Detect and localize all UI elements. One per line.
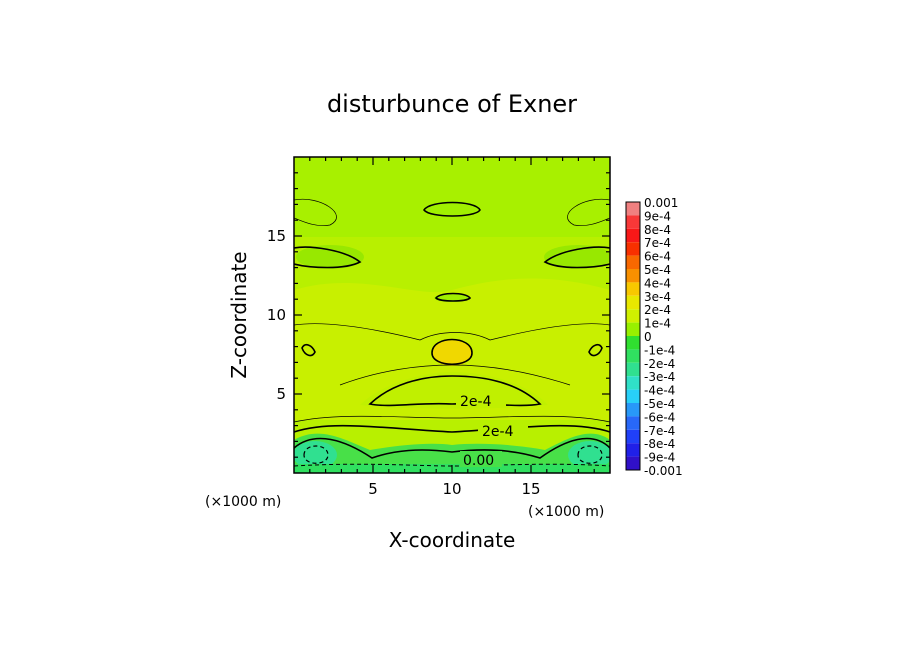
colorbar-label: -8e-4 (644, 437, 675, 451)
contour-label-bg-2 (478, 422, 528, 438)
field-corner-right (568, 441, 610, 469)
contour-label-2: 2e-4 (482, 424, 514, 440)
colorbar-swatch (626, 349, 640, 363)
plot-area: 2e-4 2e-4 0.00 (294, 157, 610, 473)
contour-label-bg-1 (456, 392, 506, 408)
chart-title: disturbunce of Exner (327, 90, 577, 118)
colorbar-swatch (626, 443, 640, 457)
contour-mid-blob (434, 292, 472, 302)
colorbar-frame (625, 201, 641, 471)
colorbar-swatch (626, 416, 640, 430)
colorbar-swatch (626, 336, 640, 350)
field-corner-left (294, 441, 337, 469)
colorbar-swatch (626, 362, 640, 377)
colorbar-swatch (626, 389, 640, 403)
colorbar: 0.0019e-48e-47e-46e-45e-44e-43e-42e-41e-… (625, 196, 683, 478)
contour-small-right (588, 343, 603, 357)
colorbar-swatch (626, 309, 640, 323)
colorbar-label: 0.001 (644, 196, 678, 210)
colorbar-label: 2e-4 (644, 303, 671, 317)
contour-lines (294, 198, 610, 467)
colorbar-swatch (626, 295, 640, 310)
y-tick-label-10: 10 (267, 306, 286, 324)
field-upper-band (294, 157, 610, 237)
contour-thin-2 (567, 198, 610, 226)
x-unit-label: (×1000 m) (528, 504, 604, 520)
colorbar-label: 3e-4 (644, 290, 671, 304)
colorbar-swatch (626, 403, 640, 417)
colorbar-label: -7e-4 (644, 424, 675, 438)
colorbar-label: 8e-4 (644, 223, 671, 237)
y-unit-label: (×1000 m) (205, 494, 281, 510)
field-blob-left (296, 245, 364, 269)
field-blob-top (424, 201, 480, 217)
colorbar-label: -9e-4 (644, 451, 675, 465)
contour-label-1: 2e-4 (460, 394, 492, 410)
contour-thin-4 (339, 364, 571, 386)
colorbar-swatch (626, 456, 640, 470)
colorbar-label: -6e-4 (644, 410, 675, 424)
field-blob-right (544, 245, 610, 269)
colorbar-label: 4e-4 (644, 276, 671, 290)
contour-neg-bottom (294, 463, 610, 467)
colorbar-label: 1e-4 (644, 317, 671, 331)
y-axis-label: Z-coordinate (227, 251, 251, 378)
contour-thin-3 (294, 323, 610, 341)
x-tick-label-5: 5 (368, 480, 378, 498)
contour-right-ridge (543, 246, 610, 269)
contour-label-bg-3 (460, 451, 502, 467)
colorbar-swatch (626, 228, 640, 243)
colorbar-swatch (626, 322, 640, 336)
colorbar-label: -2e-4 (644, 357, 675, 371)
contour-small-left (301, 343, 316, 357)
colorbar-swatch (626, 202, 640, 216)
field-boundary-layer (294, 433, 610, 473)
colorbar-label: 5e-4 (644, 263, 671, 277)
y-tick-label-5: 5 (276, 385, 286, 403)
contour-arch (368, 375, 542, 407)
contour-left-ridge (294, 246, 362, 269)
colorbar-label: -1e-4 (644, 343, 675, 357)
contour-2e4-lower (294, 424, 610, 433)
contour-label-3: 0.00 (463, 453, 494, 469)
contour-top-blob (423, 201, 481, 217)
colorbar-label: 6e-4 (644, 250, 671, 264)
colorbar-label: -4e-4 (644, 384, 675, 398)
colorbar-swatch (626, 255, 640, 269)
contour-zero (294, 437, 610, 459)
colorbar-label: -5e-4 (644, 397, 675, 411)
colorbar-swatch (626, 282, 640, 296)
colorbar-swatch (626, 215, 640, 229)
contour-neg-left (303, 445, 329, 464)
x-tick-label-10: 10 (442, 480, 461, 498)
contour-thin-5 (294, 415, 610, 423)
y-tick-label-15: 15 (267, 227, 286, 245)
colorbar-label: 9e-4 (644, 209, 671, 223)
field-centre-max (432, 340, 472, 366)
x-axis-label: X-coordinate (389, 528, 516, 552)
axis-ticks (294, 157, 610, 473)
contour-thin-1 (294, 198, 337, 226)
colorbar-swatch (626, 429, 640, 444)
colorbar-label: -3e-4 (644, 370, 675, 384)
colorbar-label: 0 (644, 330, 652, 344)
x-tick-label-15: 15 (521, 480, 540, 498)
colorbar-label: -0.001 (644, 464, 683, 478)
colorbar-label: 7e-4 (644, 236, 671, 250)
colorbar-swatch (626, 269, 640, 283)
colorbar-swatch (626, 242, 640, 256)
contour-centre-max (431, 338, 473, 365)
contour-neg-right (577, 445, 603, 464)
colorbar-swatch (626, 376, 640, 390)
